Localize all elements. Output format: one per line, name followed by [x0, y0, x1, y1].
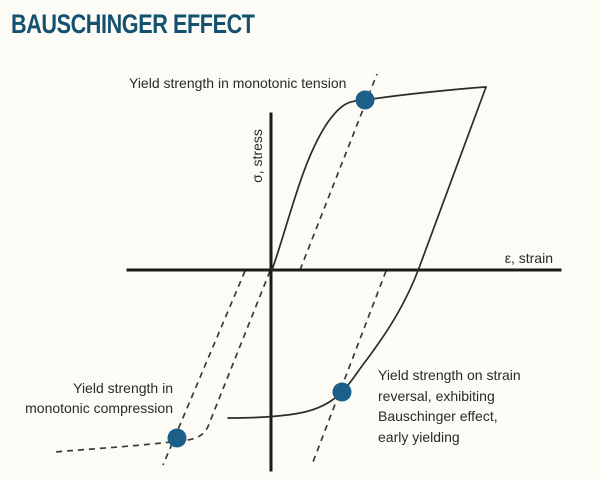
compression-yield-label: Yield strength in monotonic compression	[10, 378, 173, 418]
stress-axis-label: σ, stress	[249, 129, 265, 183]
reversal-yield-label-line2: reversal, exhibiting	[378, 387, 495, 404]
tension-yield-point	[355, 90, 375, 110]
compression-yield-offset-dashed-line	[162, 270, 246, 466]
reversal-yield-label-line3: Bauschinger effect,	[378, 408, 498, 424]
reversal-yield-point	[332, 382, 352, 402]
compression-yield-label-line2: monotonic compression	[25, 400, 173, 416]
tension-yield-label: Yield strength in monotonic tension	[129, 75, 347, 91]
strain-axis-label: ε, strain	[504, 250, 553, 266]
reversal-yield-label-line4: early yielding	[378, 428, 460, 445]
reversal-yield-label: Yield strength on strain reversal, exhib…	[378, 365, 521, 447]
monotonic-tension-curve	[271, 86, 487, 271]
tension-yield-offset-dashed-line	[299, 73, 378, 271]
reversal-yield-label-line1: Yield strength on strain	[378, 367, 521, 383]
monotonic-compression-curve-dashed	[54, 270, 271, 453]
compression-yield-label-line1: Yield strength in	[73, 380, 173, 396]
compression-yield-point	[167, 428, 187, 448]
reversal-yield-offset-dashed-line	[312, 270, 387, 463]
page-title: BAUSCHINGER EFFECT	[11, 9, 255, 39]
